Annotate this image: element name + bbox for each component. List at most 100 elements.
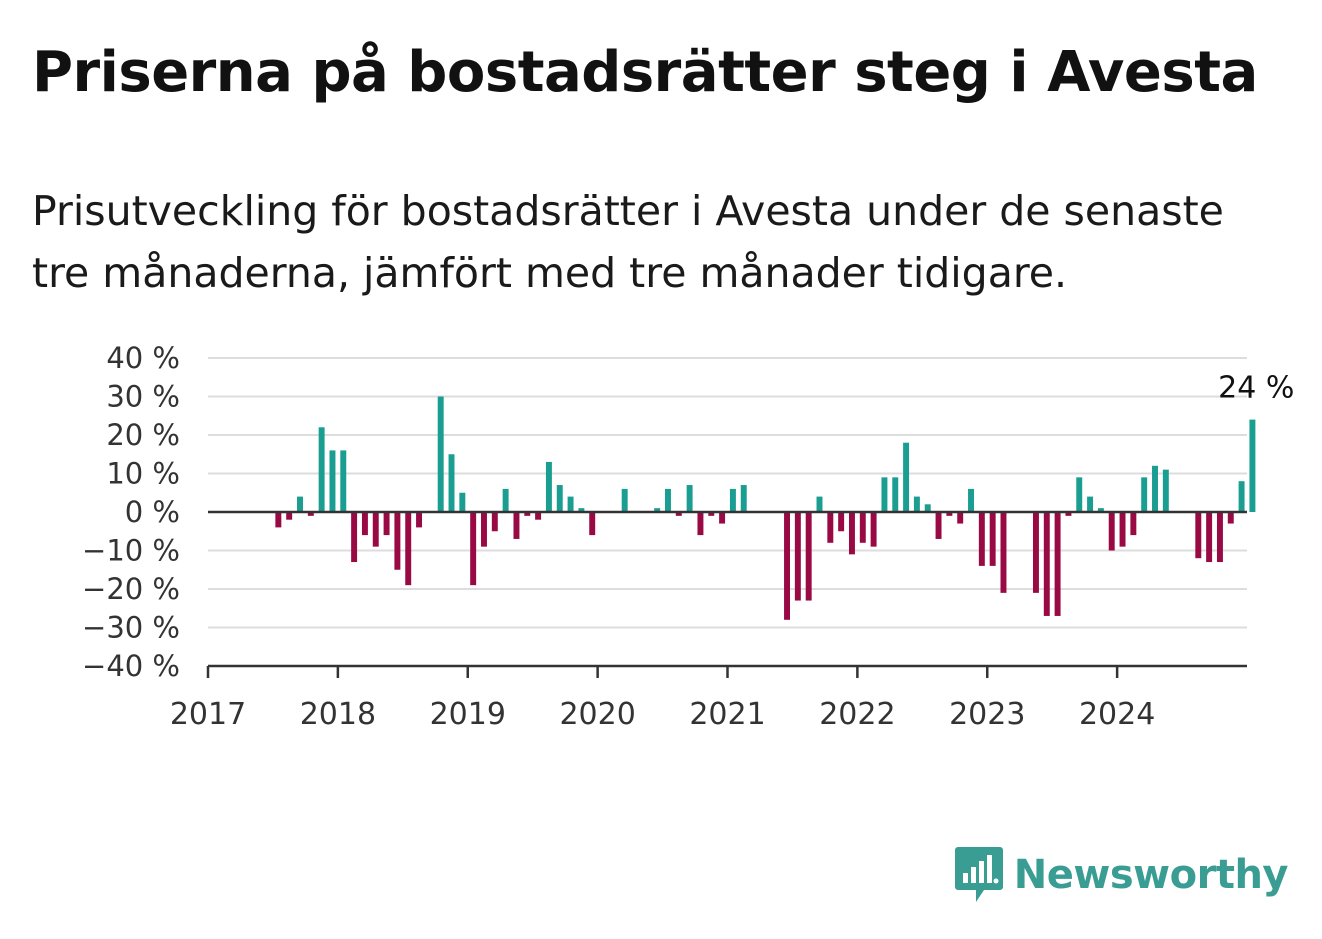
brand-name: Newsworthy — [1013, 852, 1289, 898]
bar — [1195, 512, 1202, 559]
bar-chart: 40 %30 %20 %10 %0 %−10 %−20 %−30 %−40 % … — [82, 341, 1294, 732]
newsworthy-logo-icon — [954, 847, 1003, 902]
bar — [892, 477, 899, 512]
bar — [1152, 465, 1158, 512]
bar — [805, 512, 812, 601]
bar — [654, 508, 661, 512]
bar — [913, 496, 920, 512]
bar — [978, 512, 985, 566]
chart-title: Priserna på bostadsrätter steg i Avesta — [32, 40, 1258, 105]
bar — [1227, 512, 1234, 524]
bar — [372, 512, 379, 547]
bar — [470, 512, 477, 586]
x-tick-label: 2022 — [819, 697, 895, 732]
bar — [1238, 481, 1245, 512]
bar — [275, 512, 282, 528]
last-value-annotation: 24 % — [1218, 371, 1294, 406]
bar — [448, 454, 455, 512]
bar — [719, 512, 726, 524]
bar — [848, 512, 855, 555]
bar — [340, 450, 347, 512]
bar — [1130, 512, 1137, 536]
bar — [794, 512, 801, 601]
bars — [275, 396, 1256, 620]
bar — [437, 396, 444, 512]
bar — [989, 512, 996, 566]
bar — [816, 496, 823, 512]
y-axis-labels: 40 % 30 % 20 % 10 % 0 % −10 % −20 % −30 % −40 % — [82, 341, 180, 683]
bar — [545, 461, 552, 512]
y-tick-label: −40 % — [82, 649, 180, 683]
bar — [481, 512, 487, 547]
bar — [697, 512, 704, 536]
bar — [1032, 512, 1039, 593]
bar — [859, 512, 866, 543]
x-tick-label: 2021 — [689, 697, 765, 732]
bar — [329, 450, 336, 512]
bar — [459, 492, 466, 512]
bar — [524, 512, 531, 516]
bar — [686, 485, 693, 512]
x-axis-labels: 2017 2018 2019 2020 2021 2022 2023 2024 — [170, 666, 1155, 732]
bar — [297, 496, 303, 512]
y-tick-label: 0 % — [125, 495, 180, 529]
x-tick-label: 2023 — [949, 697, 1025, 732]
bar — [708, 512, 715, 516]
y-tick-label: 30 % — [106, 380, 180, 414]
bar — [1043, 512, 1050, 616]
x-tick-label: 2024 — [1079, 697, 1155, 732]
bar — [924, 504, 931, 512]
bar — [513, 512, 520, 539]
bar — [870, 512, 877, 547]
bar — [318, 427, 325, 512]
bar — [535, 512, 542, 520]
gridlines — [208, 357, 1247, 629]
bar — [589, 512, 596, 536]
bar — [405, 512, 412, 586]
bar — [1076, 477, 1083, 512]
bar — [827, 512, 834, 543]
x-tick-label: 2019 — [430, 697, 506, 732]
bar — [1119, 512, 1126, 547]
y-tick-label: −10 % — [82, 534, 180, 568]
x-tick-label: 2017 — [170, 697, 246, 732]
bar — [1141, 477, 1148, 512]
bar — [935, 512, 942, 539]
bar — [307, 512, 314, 516]
bar — [351, 512, 358, 563]
bar — [740, 485, 747, 512]
bar — [361, 512, 368, 536]
bar — [567, 496, 574, 512]
y-tick-label: 10 % — [106, 457, 180, 491]
bar — [491, 512, 498, 532]
bar — [1249, 419, 1256, 512]
bar — [957, 512, 964, 524]
bar — [675, 512, 682, 516]
newsworthy-logo: Newsworthy — [954, 845, 1289, 905]
bar — [416, 512, 423, 528]
chart-subtitle: Prisutveckling för bostadsrätter i Avest… — [32, 187, 1224, 297]
y-tick-label: −20 % — [82, 572, 180, 606]
bar — [1216, 512, 1223, 563]
bar — [1097, 508, 1104, 512]
bar — [1065, 512, 1072, 516]
bar — [1206, 512, 1213, 563]
bar — [665, 488, 671, 512]
bar — [578, 508, 585, 512]
bar — [1087, 496, 1094, 512]
bar — [394, 512, 401, 570]
bar — [1108, 512, 1115, 551]
bar — [286, 512, 293, 520]
bar — [383, 512, 390, 536]
bar — [1000, 512, 1007, 593]
y-tick-label: 20 % — [106, 418, 180, 452]
x-tick-label: 2020 — [559, 697, 635, 732]
bar — [784, 512, 790, 620]
bar — [881, 477, 888, 512]
y-tick-label: 40 % — [106, 341, 180, 375]
bar — [1054, 512, 1061, 616]
bar — [903, 442, 910, 512]
bar — [502, 488, 509, 512]
bar — [621, 488, 628, 512]
bar — [968, 488, 974, 512]
